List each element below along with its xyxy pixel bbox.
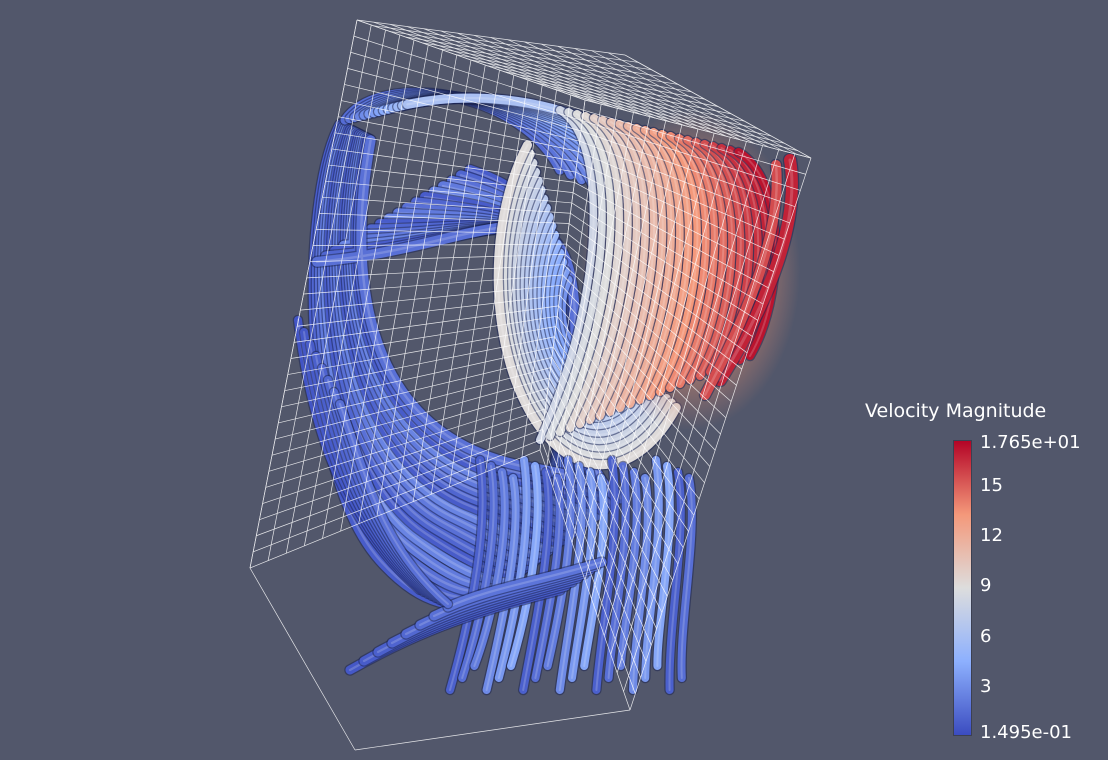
legend-title: Velocity Magnitude [865,400,1047,422]
legend-tick-label: 9 [980,575,992,597]
streamline-tubes [292,87,800,696]
color-legend: Velocity Magnitude 1.765e+01 15 12 9 6 3 1.4… [862,400,1102,745]
legend-tick-label: 12 [980,524,1003,546]
colorbar [953,440,972,736]
wireframe-box [249,19,812,751]
legend-tick-label: 6 [980,625,992,647]
legend-tick-label: 15 [980,474,1003,496]
legend-min-label: 1.495e-01 [980,722,1073,743]
legend-tick-label: 3 [980,676,992,698]
legend-max-label: 1.765e+01 [980,432,1081,453]
